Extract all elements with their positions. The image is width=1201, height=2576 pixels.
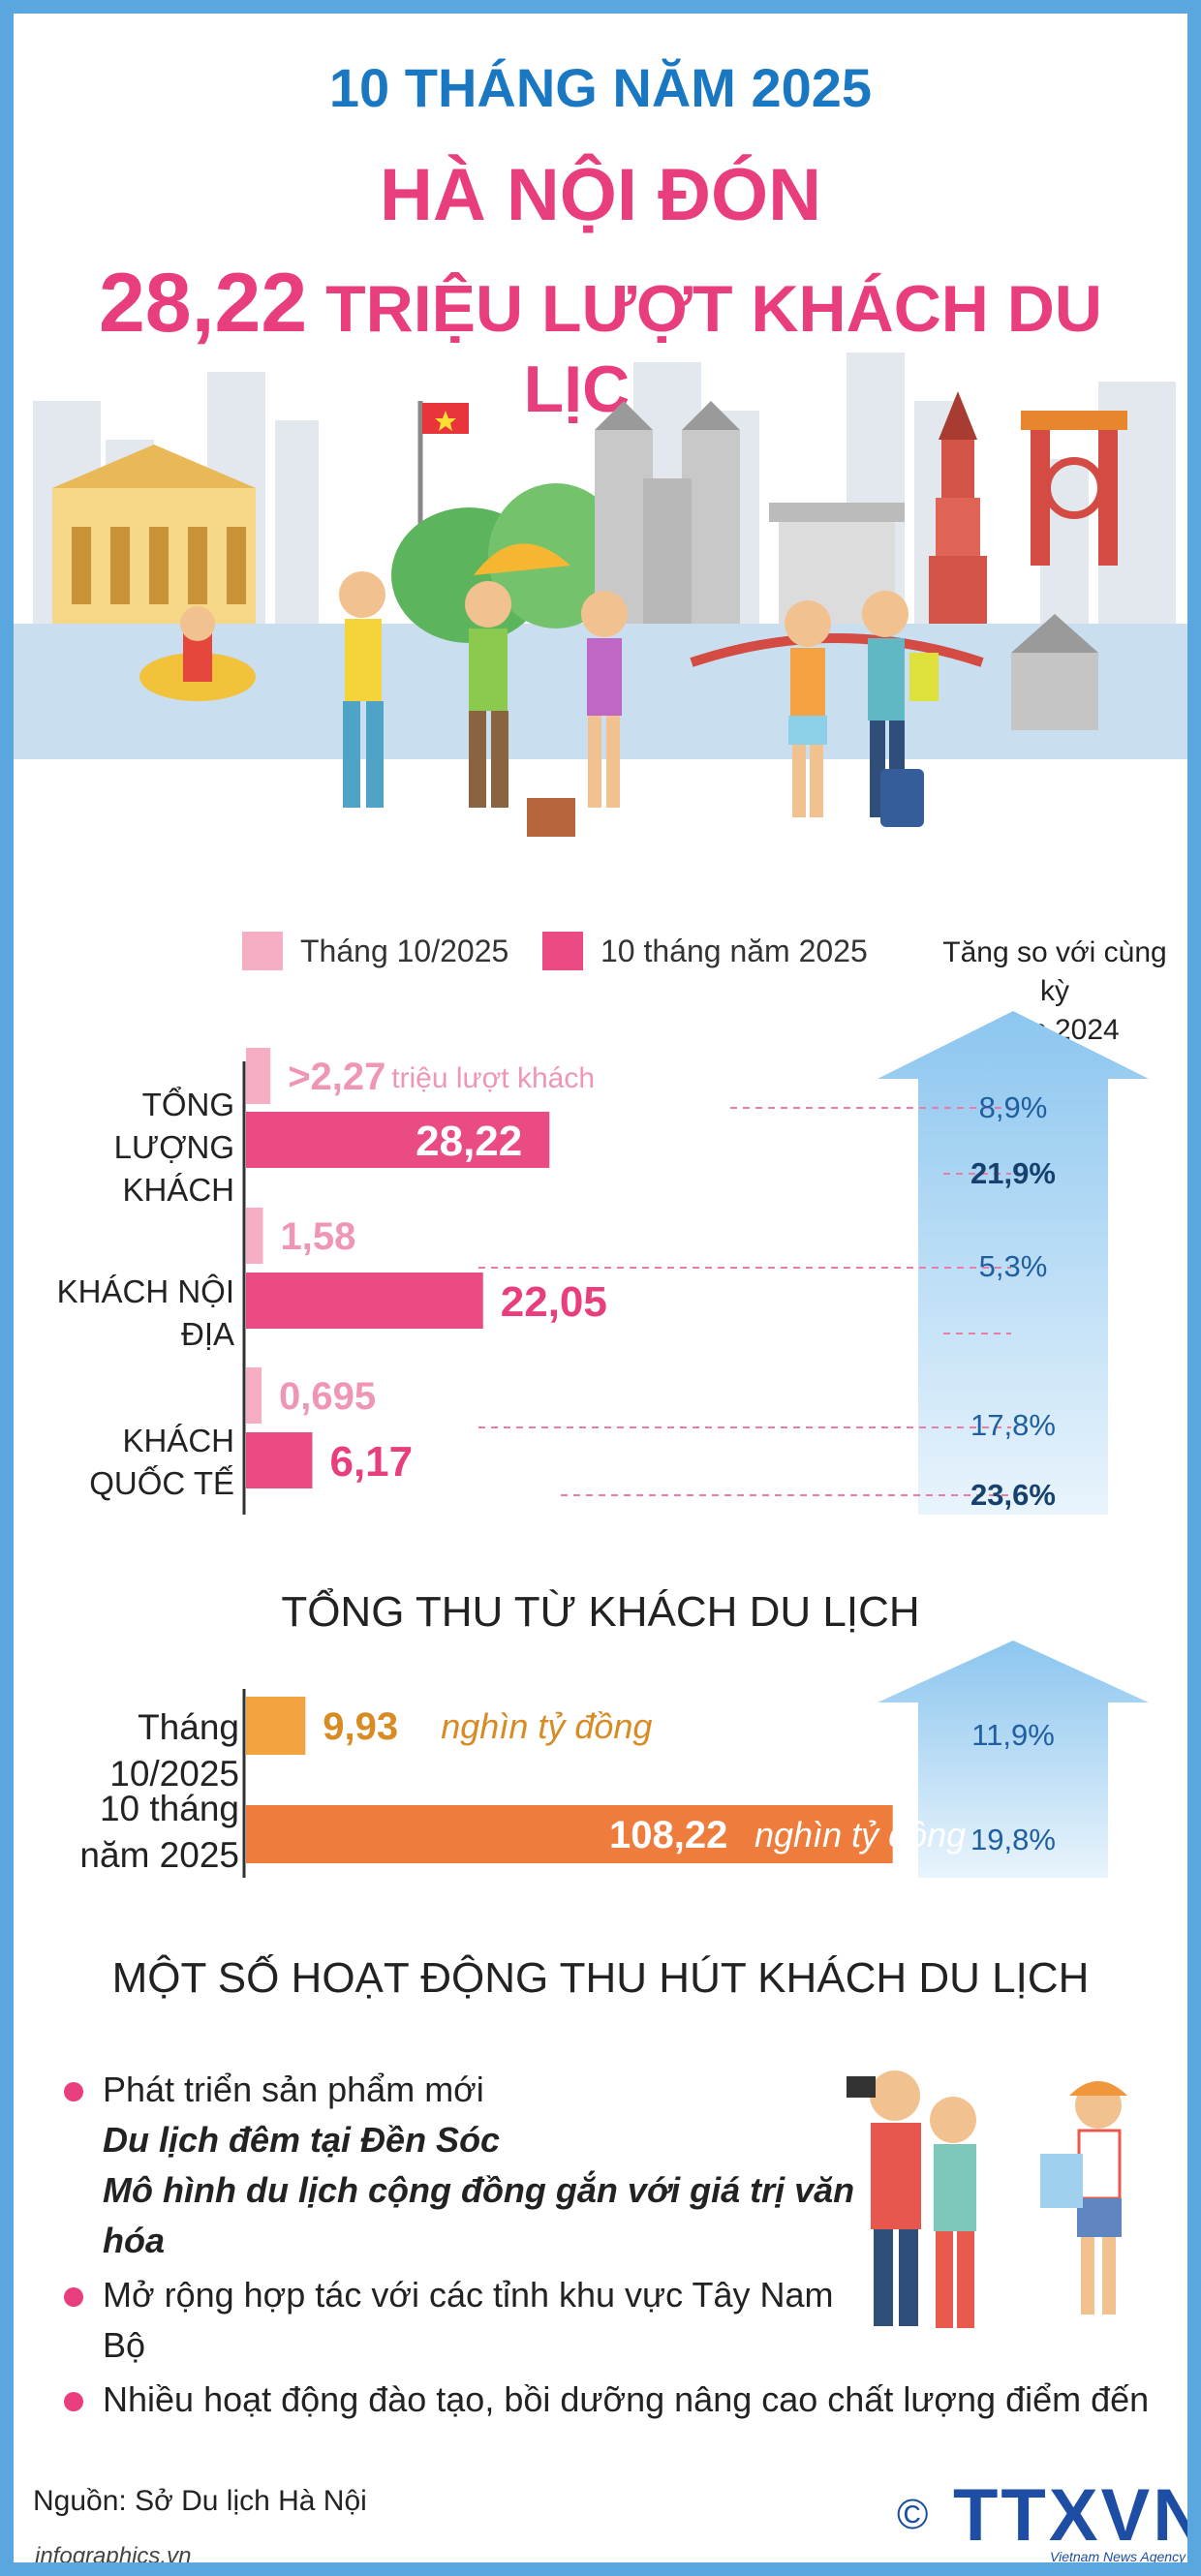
bar-domestic-ten-months	[246, 1273, 483, 1329]
revenue-label-ten-months-line2: năm 2025	[79, 1835, 239, 1875]
category-label-total: TỔNG LƯỢNG KHÁCH	[23, 1084, 234, 1211]
revenue-bar-ten-months	[246, 1805, 893, 1863]
growth-revenue-month: 11,9%	[971, 1718, 1055, 1752]
value-label-total-ten-months: 28,22	[416, 1118, 522, 1165]
legend-swatch-month	[242, 932, 283, 970]
activity-item-1-sub-1: Du lịch đêm tại Đền Sóc	[103, 2115, 858, 2165]
copyright-symbol: ©	[897, 2491, 929, 2538]
growth-total-ten-months: 21,9%	[970, 1156, 1056, 1190]
bar-domestic-month	[246, 1208, 263, 1264]
legend-label-ten-months: 10 tháng năm 2025	[600, 934, 868, 968]
ttxvn-logo-subtitle: Vietnam News Agency	[1050, 2549, 1186, 2564]
travelers-illustration	[847, 2070, 1127, 2328]
revenue-unit-label-month: nghìn tỷ đồng	[441, 1706, 652, 1746]
activity-item-1-sub-2-text: Mô hình du lịch cộng đồng gắn với giá tr…	[103, 2170, 855, 2260]
value-label-domestic-month: 1,58	[281, 1215, 356, 1258]
category-label-domestic: KHÁCH NỘI ĐỊA	[56, 1273, 234, 1352]
activities-section-title: MỘT SỐ HOẠT ĐỘNG THU HÚT KHÁCH DU LỊCH	[111, 1954, 1090, 2002]
revenue-unit-label-ten-months: nghìn tỷ đồng	[754, 1815, 966, 1855]
revenue-label-month: Tháng 10/2025	[109, 1707, 239, 1794]
growth-international-ten-months: 23,6%	[970, 1478, 1056, 1512]
bar-international-ten-months	[246, 1432, 313, 1488]
visitors-bar-chart: >2,27 triệu lượt khách 28,22 1,58 22,05 0,695…	[242, 1011, 1149, 1515]
activity-item-1-text: Phát triển sản phẩm mới	[103, 2070, 484, 2109]
revenue-value-label-ten-months: 108,22	[609, 1814, 727, 1856]
growth-arrow-visitors	[878, 1011, 1149, 1515]
bar-total-month	[246, 1048, 271, 1104]
growth-column-header: Tăng so với cùng kỳ năm 2024	[934, 934, 1176, 1050]
header-period: 10 THÁNG NĂM 2025	[328, 57, 873, 118]
growth-header-line1: Tăng so với cùng kỳ	[942, 936, 1167, 1007]
growth-revenue-ten-months: 19,8%	[970, 1823, 1056, 1856]
revenue-label-ten-months-line1: 10 tháng	[99, 1789, 239, 1828]
activity-item-3: Nhiều hoạt động đào tạo, bồi dưỡng nâng …	[103, 2379, 1150, 2419]
value-label-total-month: >2,27	[288, 1056, 385, 1098]
unit-note-label: triệu lượt khách	[391, 1062, 595, 1094]
value-label-international-ten-months: 6,17	[329, 1438, 413, 1486]
growth-arrow-revenue	[878, 1641, 1149, 1878]
revenue-value-label-month: 9,93	[323, 1705, 398, 1748]
activity-item-2: Mở rộng hợp tác với các tỉnh khu vực Tây…	[103, 2275, 834, 2365]
travelers-icon	[847, 2070, 1127, 2328]
activity-item-1-sub-2: Mô hình du lịch cộng đồng gắn với giá tr…	[103, 2165, 858, 2266]
activity-item-1-sub-1-text: Du lịch đêm tại Đền Sóc	[103, 2120, 501, 2160]
source-note: Nguồn: Sở Du lịch Hà Nội	[33, 2485, 367, 2517]
hanoi-landmarks-illustration	[14, 353, 1187, 866]
category-label-international: KHÁCH QUỐC TẾ	[89, 1423, 234, 1501]
growth-domestic-month: 5,3%	[978, 1249, 1048, 1283]
bullet-dot-1	[64, 2082, 83, 2101]
bar-total-ten-months	[246, 1112, 550, 1168]
header-title-line1: HÀ NỘI ĐÓN	[380, 154, 821, 236]
legend-swatch-ten-months	[542, 932, 583, 970]
header-title-line2: 28,22 TRIỆU LƯỢT KHÁCH DU LỊCH	[14, 256, 1187, 427]
legend-label-month: Tháng 10/2025	[300, 934, 509, 968]
bullet-dot-3	[64, 2392, 83, 2411]
ttxvn-logo: TTXVN	[953, 2474, 1201, 2557]
revenue-label-ten-months: 10 tháng năm 2025	[18, 1786, 239, 1879]
category-label-total-line2: LƯỢNG KHÁCH	[113, 1129, 234, 1208]
header-total-text: TRIỆU LƯỢT KHÁCH DU LỊCH	[325, 272, 1103, 426]
growth-international-month: 17,8%	[970, 1408, 1056, 1442]
category-label-total-line1: TỔNG	[141, 1087, 234, 1122]
opera-house-icon	[52, 445, 256, 624]
revenue-bar-month	[246, 1697, 306, 1755]
value-label-domestic-ten-months: 22,05	[501, 1278, 607, 1326]
activity-item-1: Phát triển sản phẩm mới Du lịch đêm tại …	[103, 2065, 858, 2266]
bar-international-month	[246, 1367, 262, 1424]
value-label-international-month: 0,695	[279, 1375, 376, 1418]
bullet-dot-2	[64, 2287, 83, 2307]
revenue-section-title: TỔNG THU TỪ KHÁCH DU LỊCH	[281, 1588, 920, 1636]
website-credit: infographics.vn	[35, 2543, 192, 2569]
pagoda-icon	[929, 391, 987, 624]
revenue-bar-chart: 9,93 nghìn tỷ đồng 108,22 nghìn tỷ đồng	[242, 1641, 1149, 1878]
tourists-group-icon	[339, 543, 939, 837]
growth-total-month: 8,9%	[978, 1090, 1048, 1124]
header-total-number: 28,22	[98, 257, 308, 350]
